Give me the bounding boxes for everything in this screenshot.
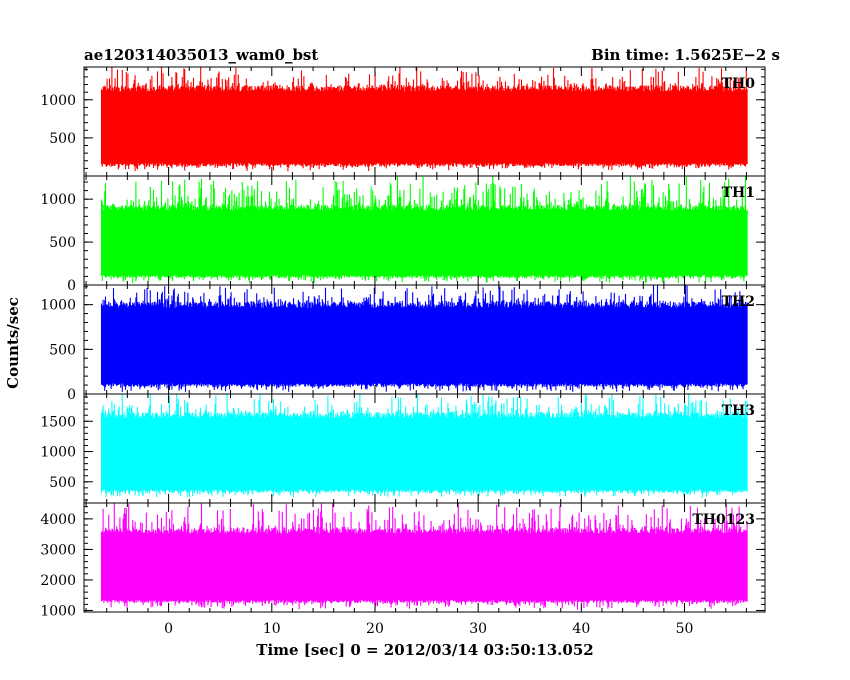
figure-title-left: ae120314035013_wam0_bst (84, 46, 318, 64)
y-axis-label: Counts/sec (4, 297, 22, 389)
x-tick-label: 10 (263, 621, 281, 637)
y-tick-label-th1: 0 (67, 278, 76, 294)
x-tick-label: 0 (164, 621, 173, 637)
series-th1 (100, 176, 748, 284)
y-tick-label-th3: 500 (49, 475, 76, 491)
y-tick-label-th3: 1000 (40, 445, 76, 461)
panel-frame-th0123 (83, 502, 766, 613)
panel-label-th1: TH1 (722, 185, 755, 201)
series-th2 (100, 285, 748, 393)
x-tick-label: 20 (366, 621, 384, 637)
series-th0123 (100, 503, 748, 610)
series-th0 (100, 67, 748, 172)
figure-title-right: Bin time: 1.5625E−2 s (591, 46, 780, 64)
y-tick-label-th0123: 1000 (40, 603, 76, 619)
y-tick-label-th0: 500 (49, 131, 76, 147)
panel-label-th0123: TH0123 (692, 512, 755, 528)
series-th3 (100, 394, 748, 498)
panel-label-th0: TH0 (722, 76, 756, 92)
y-tick-label-th2: 500 (49, 342, 76, 358)
x-tick-label: 40 (572, 621, 590, 637)
y-tick-label-th0: 1000 (40, 93, 76, 109)
y-tick-label-th0123: 4000 (40, 512, 76, 528)
y-tick-label-th2: 1000 (40, 298, 76, 314)
y-tick-label-th1: 1000 (40, 192, 76, 208)
x-tick-label: 30 (469, 621, 487, 637)
panel-label-th3: TH3 (722, 403, 755, 419)
y-tick-label-th2: 0 (67, 387, 76, 403)
y-tick-label-th1: 500 (49, 235, 76, 251)
x-axis-label: Time [sec] 0 = 2012/03/14 03:50:13.052 (256, 641, 593, 659)
y-tick-label-th0123: 2000 (40, 573, 76, 589)
y-tick-label-th0123: 3000 (40, 542, 76, 558)
x-tick-label: 50 (676, 621, 694, 637)
panel-label-th2: TH2 (722, 294, 755, 310)
y-tick-label-th3: 1500 (40, 414, 76, 430)
